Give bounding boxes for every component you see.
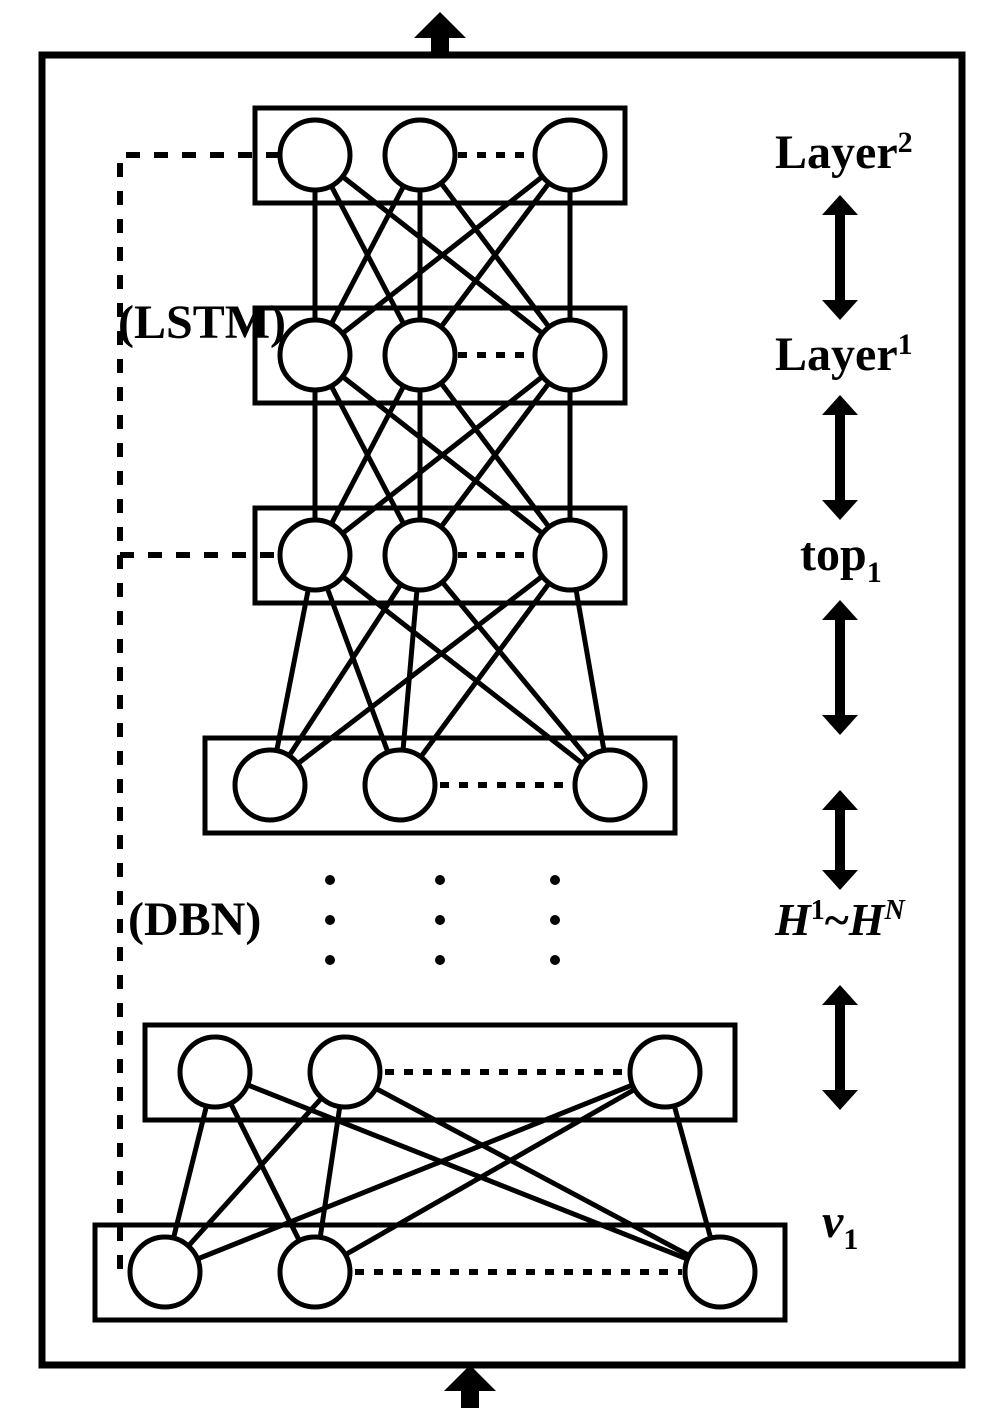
node xyxy=(535,120,605,190)
layer-L_layer1 xyxy=(255,308,625,403)
label-dbn: (DBN) xyxy=(128,893,261,946)
node xyxy=(130,1237,200,1307)
node xyxy=(685,1237,755,1307)
node xyxy=(385,320,455,390)
node xyxy=(385,120,455,190)
node xyxy=(280,320,350,390)
node xyxy=(280,1237,350,1307)
nn-diagram: (LSTM)(DBN)Layer2Layer1top1H1~HNv1 xyxy=(0,0,1005,1420)
label-lstm: (LSTM) xyxy=(118,296,286,349)
label-layer2: Layer2 xyxy=(775,126,913,179)
layer-L_top xyxy=(255,508,625,603)
layer-L_layer2 xyxy=(255,108,625,203)
layer-L_Hup xyxy=(205,738,675,833)
node xyxy=(535,320,605,390)
node xyxy=(235,750,305,820)
node xyxy=(180,1037,250,1107)
node xyxy=(280,120,350,190)
node xyxy=(310,1037,380,1107)
node xyxy=(630,1037,700,1107)
node xyxy=(535,520,605,590)
label-layer1: Layer1 xyxy=(775,328,913,381)
node xyxy=(575,750,645,820)
layer-L_Hdown xyxy=(145,1025,735,1120)
node xyxy=(365,750,435,820)
node xyxy=(385,520,455,590)
layer-L_v1 xyxy=(95,1225,785,1320)
node xyxy=(280,520,350,590)
